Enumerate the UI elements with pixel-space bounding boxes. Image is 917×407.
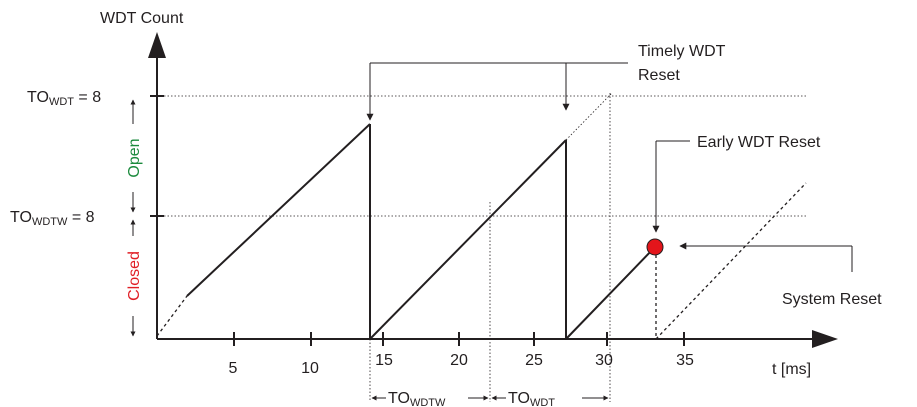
x-tick-label-30: 30 [595, 352, 613, 369]
to-wdt-interval-prefix: TO [508, 390, 530, 407]
open-label: Open [126, 138, 143, 177]
x-tick-label-25: 25 [525, 352, 543, 369]
x-tick-label-20: 20 [450, 352, 468, 369]
ramp-2 [369, 139, 567, 340]
ramp-2-projection [565, 92, 613, 141]
to-wdt-interval-sub: WDT [530, 397, 555, 407]
early-reset-dot [646, 238, 664, 256]
to-wdt-value: = 8 [74, 89, 101, 106]
to-wdtw-interval-label: TOWDTW [388, 390, 446, 407]
ramp-start-dotted [156, 295, 188, 337]
to-wdtw-prefix: TO [10, 209, 32, 226]
x-tick-label-35: 35 [676, 352, 694, 369]
to-wdtw-label: TOWDTW = 8 [10, 209, 95, 228]
x-axis-label: t [ms] [772, 361, 811, 378]
early-reset-label: Early WDT Reset [697, 134, 821, 151]
to-wdtw-value: = 8 [67, 209, 94, 226]
window-markers: Open Closed [126, 99, 143, 337]
ramp-1 [186, 123, 371, 297]
counter-waveform [156, 92, 807, 340]
interval-dimensions: TOWDTW TOWDT [371, 390, 609, 407]
x-axis-arrow [812, 330, 838, 348]
closed-label: Closed [126, 251, 143, 301]
to-wdt-interval-label: TOWDT [508, 390, 555, 407]
y-axis-arrow [148, 32, 166, 58]
to-wdt-label: TOWDT = 8 [27, 89, 101, 108]
early-reset-callout: Early WDT Reset [646, 134, 821, 256]
timely-reset-line2: Reset [638, 67, 680, 84]
to-wdtw-interval-prefix: TO [388, 390, 410, 407]
system-reset-callout: System Reset [679, 242, 882, 308]
ramp-3 [565, 246, 656, 340]
x-tick-label-10: 10 [301, 360, 319, 377]
to-wdt-sub: WDT [49, 96, 74, 108]
x-tick-label-15: 15 [375, 352, 393, 369]
to-wdtw-interval-sub: WDTW [410, 397, 446, 407]
to-wdtw-sub: WDTW [32, 216, 68, 228]
timely-reset-line1: Timely WDT [638, 43, 726, 60]
timely-reset-callout: Timely WDT Reset [366, 43, 726, 121]
to-wdt-prefix: TO [27, 89, 49, 106]
y-axis-label: WDT Count [100, 10, 184, 27]
axes [148, 32, 838, 348]
system-reset-label: System Reset [782, 291, 882, 308]
system-reset-ramp [655, 182, 807, 340]
x-ticks: 5 10 15 20 25 30 35 [229, 332, 694, 377]
x-tick-label-5: 5 [229, 360, 238, 377]
